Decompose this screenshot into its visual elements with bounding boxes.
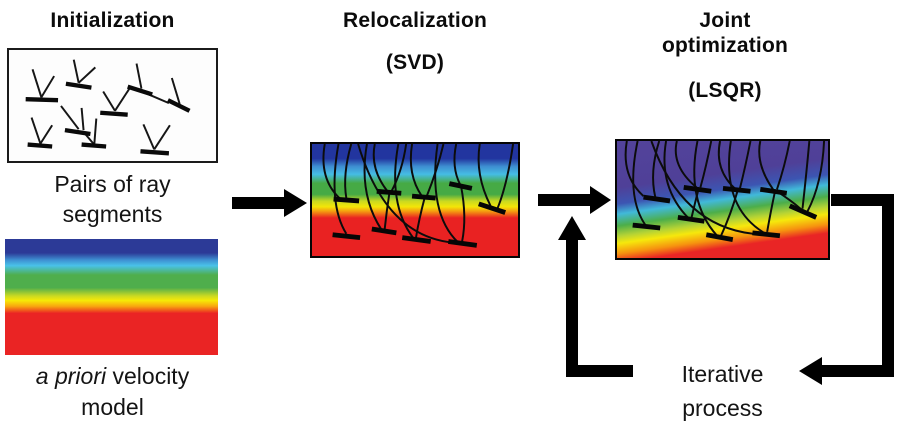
title-joint-optimization: Joint optimization xyxy=(615,8,835,58)
joint-optimization-rays xyxy=(624,140,826,237)
joint-optimization-ray-paths xyxy=(624,140,826,243)
caption-velocity-model-line2: model xyxy=(81,394,144,420)
caption-ray-pairs-line2: segments xyxy=(62,201,163,227)
a-priori-velocity-model-image xyxy=(5,239,218,355)
title-relocalization: Relocalization xyxy=(343,9,487,32)
caption-ray-pairs-line1: Pairs of ray xyxy=(54,171,171,197)
label-lsqr-method: (LSQR) xyxy=(688,79,762,102)
ray-segments-bars xyxy=(25,81,191,156)
joint-optimization-model-image xyxy=(615,139,830,260)
relocalization-ray-paths xyxy=(322,143,515,248)
joint-optimization-station-bars xyxy=(632,185,818,243)
arrow-relocalization-to-joint-icon xyxy=(538,186,611,214)
label-svd-method: (SVD) xyxy=(385,51,445,74)
caption-ray-pairs: Pairs of ray segments xyxy=(0,169,225,229)
arrow-init-to-relocalization-icon xyxy=(232,189,307,217)
label-iterative-process: Iterative process xyxy=(635,357,810,425)
label-iterative-line2: process xyxy=(682,395,763,421)
relocalization-rays xyxy=(322,143,515,244)
title-initialization: Initialization xyxy=(50,9,175,32)
label-iterative-line1: Iterative xyxy=(681,361,764,387)
title-joint-line1: Joint xyxy=(699,9,751,32)
ray-segments-lines xyxy=(30,59,181,150)
caption-velocity-model: a priori velocity model xyxy=(0,361,225,423)
caption-velocity-rest: velocity xyxy=(106,363,190,389)
ray-pairs-box xyxy=(7,48,218,163)
relocalization-station-bars xyxy=(332,181,507,248)
relocalization-model-image xyxy=(310,142,520,258)
caption-a-priori-italic: a priori xyxy=(35,363,107,389)
caption-velocity-model-line1: a priori velocity xyxy=(0,361,225,392)
title-joint-line2: optimization xyxy=(661,34,789,57)
ray-pair-glyphs xyxy=(25,59,191,156)
